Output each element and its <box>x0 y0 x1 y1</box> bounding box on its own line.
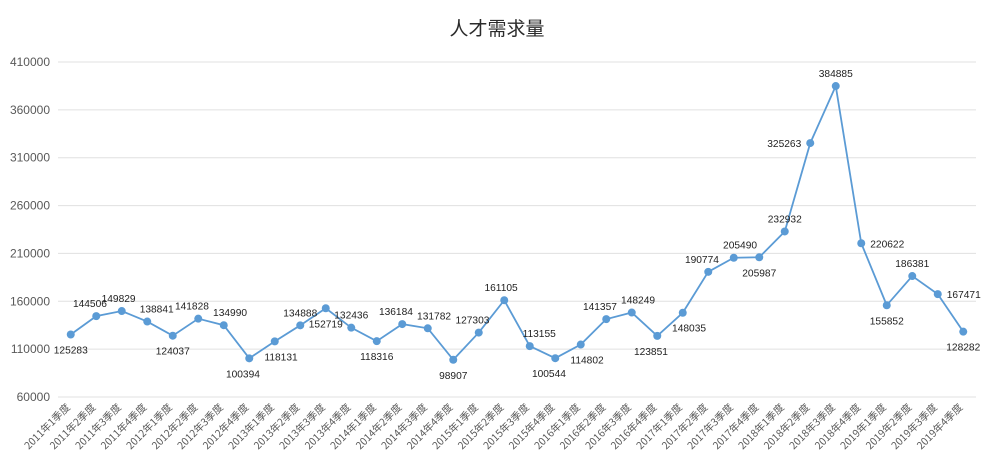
svg-text:124037: 124037 <box>156 347 190 358</box>
svg-text:110000: 110000 <box>11 342 50 356</box>
svg-text:98907: 98907 <box>439 371 468 382</box>
svg-text:149829: 149829 <box>102 294 136 305</box>
svg-text:167471: 167471 <box>947 290 981 301</box>
svg-text:141357: 141357 <box>583 302 617 313</box>
svg-text:160000: 160000 <box>10 294 50 308</box>
svg-text:232932: 232932 <box>768 214 802 225</box>
svg-text:205490: 205490 <box>723 241 757 252</box>
svg-text:210000: 210000 <box>10 246 50 260</box>
svg-text:260000: 260000 <box>10 199 50 213</box>
svg-text:113155: 113155 <box>523 329 557 340</box>
svg-text:190774: 190774 <box>685 255 719 266</box>
svg-text:155852: 155852 <box>870 316 904 327</box>
svg-text:220622: 220622 <box>870 239 904 250</box>
svg-text:360000: 360000 <box>10 103 50 117</box>
svg-text:132436: 132436 <box>334 311 368 322</box>
svg-text:100544: 100544 <box>532 369 566 380</box>
svg-text:125283: 125283 <box>54 346 88 357</box>
svg-text:161105: 161105 <box>484 283 518 294</box>
svg-text:114802: 114802 <box>570 356 604 367</box>
svg-text:310000: 310000 <box>10 151 50 165</box>
svg-text:60000: 60000 <box>17 390 51 404</box>
svg-text:138841: 138841 <box>140 305 174 316</box>
svg-text:128282: 128282 <box>946 343 980 354</box>
svg-text:141828: 141828 <box>175 302 209 313</box>
svg-text:148249: 148249 <box>621 296 655 307</box>
svg-text:384885: 384885 <box>819 69 853 80</box>
svg-text:134990: 134990 <box>213 308 247 319</box>
svg-text:118131: 118131 <box>264 352 298 363</box>
svg-text:410000: 410000 <box>10 55 50 69</box>
svg-text:186381: 186381 <box>895 259 929 270</box>
svg-text:127303: 127303 <box>455 316 489 327</box>
svg-text:205987: 205987 <box>742 268 776 279</box>
svg-text:148035: 148035 <box>672 324 706 335</box>
svg-text:100394: 100394 <box>226 369 260 380</box>
svg-text:134888: 134888 <box>283 308 317 319</box>
svg-text:325263: 325263 <box>767 139 801 150</box>
svg-text:123851: 123851 <box>634 347 668 358</box>
svg-text:131782: 131782 <box>417 311 451 322</box>
svg-text:118316: 118316 <box>360 352 394 363</box>
svg-text:136184: 136184 <box>379 307 413 318</box>
